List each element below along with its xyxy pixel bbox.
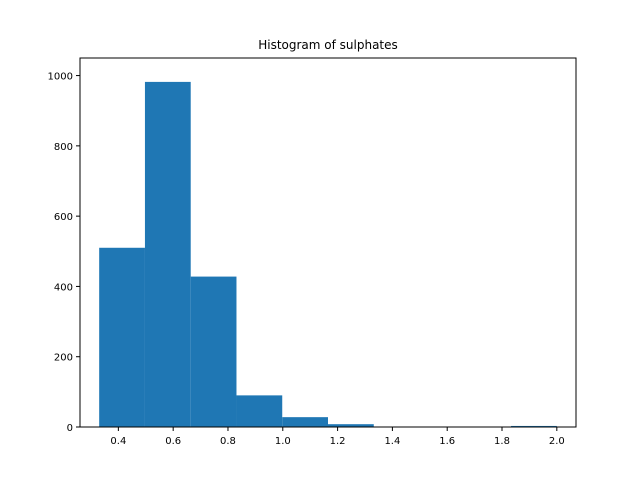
histogram-bar xyxy=(328,424,374,427)
bars-group xyxy=(99,81,557,427)
x-tick-label: 1.6 xyxy=(439,436,455,447)
plot-frame xyxy=(79,57,577,428)
histogram-bar xyxy=(236,395,283,427)
x-tick-label: 1.2 xyxy=(330,436,346,447)
x-tick-label: 0.4 xyxy=(110,436,126,447)
y-tick-label: 0 xyxy=(67,423,73,434)
x-tick-label: 1.8 xyxy=(494,436,510,447)
y-tick-label: 800 xyxy=(54,142,73,153)
chart-title: Histogram of sulphates xyxy=(258,38,398,52)
y-axis: 0 200 400 600 800 1000 xyxy=(48,72,80,434)
x-tick-label: 0.6 xyxy=(165,436,181,447)
x-tick-label: 1.4 xyxy=(384,436,400,447)
y-tick-label: 1000 xyxy=(48,72,73,83)
y-tick-label: 400 xyxy=(54,282,73,293)
x-axis: 0.4 0.6 0.8 1.0 1.2 1.4 1.6 1.8 2.0 xyxy=(110,427,565,447)
y-tick-label: 600 xyxy=(54,212,73,223)
histogram-bar xyxy=(190,276,237,427)
histogram-bar xyxy=(99,247,145,427)
histogram-bar xyxy=(144,81,191,427)
histogram-bar xyxy=(511,425,557,427)
x-tick-label: 1.0 xyxy=(275,436,291,447)
x-tick-label: 2.0 xyxy=(549,436,565,447)
histogram-bar xyxy=(282,417,328,427)
x-tick-label: 0.8 xyxy=(220,436,236,447)
y-tick-label: 200 xyxy=(54,353,73,364)
